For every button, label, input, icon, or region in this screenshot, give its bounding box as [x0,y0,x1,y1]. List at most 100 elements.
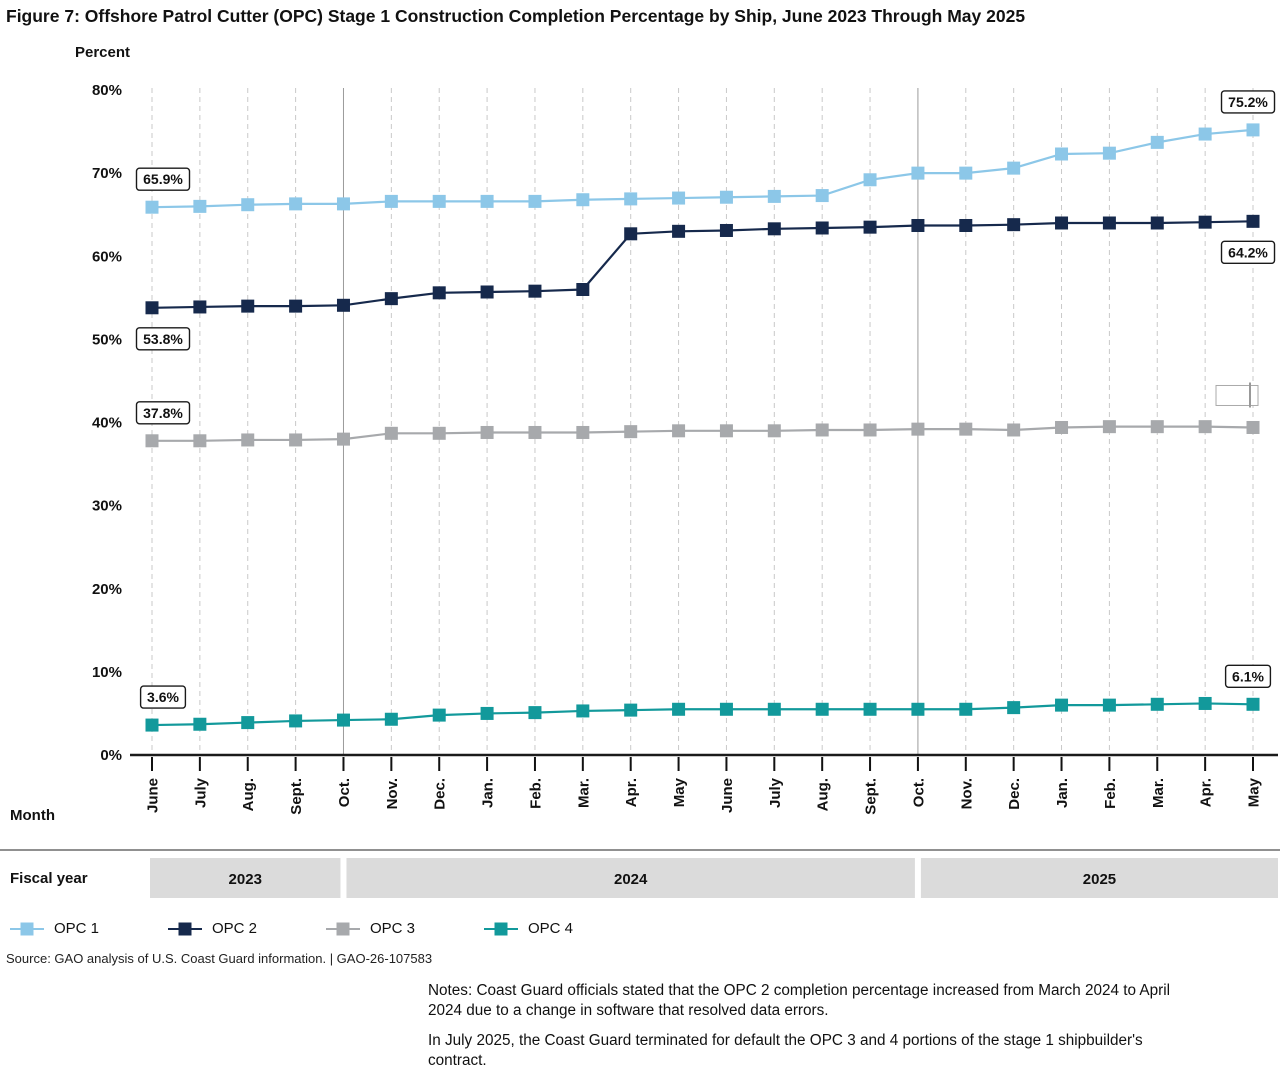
fiscal-year-band [150,858,341,898]
marker-opc-4 [384,712,398,726]
month-label: Nov. [958,778,975,809]
opc-3-start-label: 37.8% [135,401,191,425]
y-tick-label: 70% [92,165,122,182]
marker-opc-3 [767,424,781,438]
marker-opc-2 [1055,216,1069,230]
marker-opc-4 [815,702,829,716]
marker-opc-1 [336,197,350,211]
legend-item-opc-1: OPC 1 [10,920,168,937]
series-line-opc-4 [151,702,1254,727]
month-label: Aug. [815,778,832,811]
marker-opc-4 [528,706,542,720]
series-opc-1 [145,123,1260,214]
marker-opc-4 [1055,698,1069,712]
marker-opc-1 [480,194,494,208]
y-tick-label: 50% [92,331,122,348]
marker-opc-1 [815,189,829,203]
marker-opc-2 [432,286,446,300]
fiscal-year-label: 2023 [229,871,262,888]
month-label: July [767,777,784,808]
y-tick-label: 20% [92,581,122,598]
month-label: Sept. [288,778,305,815]
opc-2-start-label-box [135,327,191,351]
marker-opc-2 [1150,216,1164,230]
marker-opc-3 [911,422,925,436]
marker-opc-3 [624,425,638,439]
marker-opc-3 [289,433,303,447]
marker-opc-2 [528,284,542,298]
month-label: Oct. [910,778,927,807]
marker-opc-1 [863,173,877,187]
series-opc-2 [145,214,1260,315]
marker-opc-1 [1007,161,1021,175]
marker-opc-3 [384,426,398,440]
legend-marker-opc-1 [10,922,44,935]
marker-opc-3 [672,424,686,438]
marker-opc-4 [863,702,877,716]
opc-1-end-label-text: 75.2% [1228,94,1268,110]
notes-paragraph-1: Notes: Coast Guard officials stated that… [428,982,1171,1020]
source-line: Source: GAO analysis of U.S. Coast Guard… [6,951,433,966]
marker-opc-4 [1102,698,1116,712]
month-label: Nov. [384,778,401,809]
month-label: Feb. [1102,778,1119,809]
legend-label-opc-2: OPC 2 [212,920,258,937]
legend-marker-opc-2 [168,922,202,935]
completion-line-chart: Percent 0% 10% 20% 30% 40% 50% 60% 70% 80% June Jul… [0,44,1280,898]
month-label: Mar. [1150,778,1167,808]
opc-4-end-label-text: 6.1% [1232,668,1264,684]
marker-opc-3 [193,434,207,448]
marker-opc-4 [576,704,590,718]
month-label: Jan. [1054,778,1071,808]
legend-marker-opc-3 [326,922,360,935]
legend-item-opc-3: OPC 3 [326,920,484,937]
month-label: Apr. [1198,778,1215,807]
marker-opc-3 [576,425,590,439]
marker-opc-2 [815,221,829,235]
legend-item-opc-2: OPC 2 [168,920,326,937]
y-tick-label: 30% [92,498,122,515]
figure-title: Figure 7: Offshore Patrol Cutter (OPC) S… [6,6,1026,26]
month-label: Oct. [336,778,353,807]
marker-opc-2 [719,223,733,237]
marker-opc-3 [1007,423,1021,437]
y-tick-label: 0% [100,747,122,764]
opc-3-start-label-text: 37.8% [143,405,183,421]
marker-opc-2 [1246,214,1260,228]
series-opc-4 [145,696,1260,732]
opc-3-end-label-blank-box [1215,384,1259,406]
marker-opc-4 [1246,697,1260,711]
marker-opc-4 [145,718,159,732]
gridlines [151,88,1254,755]
marker-opc-3 [1150,420,1164,434]
opc-2-start-label: 53.8% [135,327,191,351]
marker-opc-2 [1102,216,1116,230]
marker-opc-1 [193,199,207,213]
y-tick-label: 80% [92,82,122,99]
marker-opc-3 [959,422,973,436]
month-axis: June July Aug. Sept. Oct. Nov. Dec. Jan. Feb. Mar… [145,757,1263,815]
opc-2-start-label-text: 53.8% [143,331,183,347]
y-tick-label: 60% [92,248,122,265]
opc-3-end-label-obscured [1215,382,1259,408]
marker-opc-1 [719,190,733,204]
marker-opc-4 [480,706,494,720]
marker-opc-1 [624,192,638,206]
marker-opc-2 [336,298,350,312]
marker-opc-3 [1246,420,1260,434]
marker-opc-1 [241,198,255,212]
marker-opc-2 [289,299,303,313]
marker-opc-1 [528,194,542,208]
marker-opc-3 [241,433,255,447]
series-line-opc-3 [152,425,1254,442]
opc-1-end-label: 75.2% [1220,90,1276,114]
opc-1-start-label-box [135,167,191,191]
legend-label-opc-1: OPC 1 [54,920,100,937]
opc-1-start-label-text: 65.9% [143,171,183,187]
month-label: Feb. [527,778,544,809]
marker-opc-1 [672,191,686,205]
marker-opc-1 [767,189,781,203]
marker-opc-4 [289,714,303,728]
month-label: June [145,778,162,813]
marker-opc-3 [1102,420,1116,434]
